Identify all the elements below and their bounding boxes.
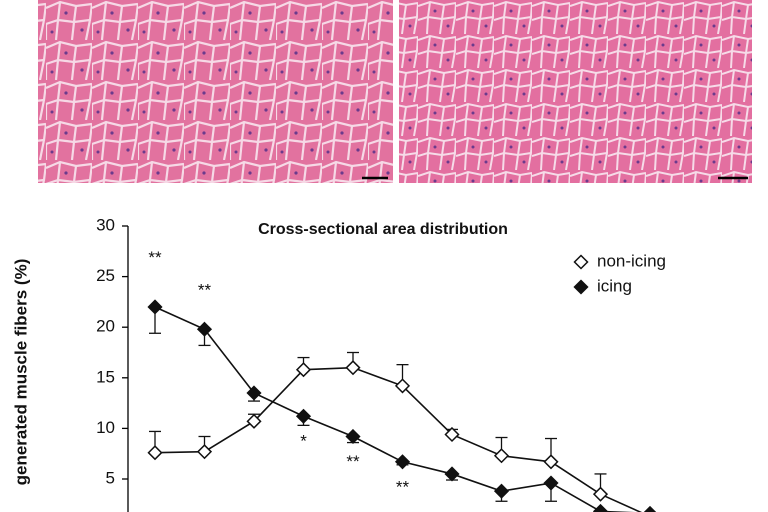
significance-label: ** <box>198 281 212 300</box>
significance-label: * <box>300 432 307 451</box>
data-point <box>246 413 262 429</box>
data-point <box>543 454 559 470</box>
legend-label: icing <box>597 276 632 295</box>
data-point <box>295 362 312 378</box>
data-point <box>246 385 262 401</box>
data-point <box>147 299 163 315</box>
data-point <box>394 454 411 470</box>
data-point <box>592 486 609 502</box>
data-point <box>543 475 559 491</box>
data-point <box>444 466 460 482</box>
data-point <box>345 428 361 445</box>
data-point <box>643 505 657 512</box>
data-point <box>196 321 213 337</box>
data-point <box>147 445 163 461</box>
legend-marker <box>573 254 589 270</box>
data-point <box>295 408 312 424</box>
data-point <box>394 378 411 394</box>
legend-label: non-icing <box>597 251 666 270</box>
y-tick-label: 20 <box>96 317 115 336</box>
y-axis-label: generated muscle fibers (%) <box>11 259 30 486</box>
data-point <box>444 426 460 443</box>
significance-label: ** <box>148 248 162 267</box>
data-point <box>196 444 213 460</box>
y-tick-label: 10 <box>96 418 115 437</box>
significance-label: ** <box>346 452 360 471</box>
y-tick-label: 30 <box>96 215 115 234</box>
data-point <box>345 360 361 376</box>
y-tick-label: 25 <box>96 266 115 285</box>
data-point <box>493 483 510 499</box>
histology-image-right <box>399 0 752 183</box>
histology-image-left <box>38 0 393 183</box>
y-tick-label: 5 <box>106 468 115 487</box>
legend-marker <box>573 279 589 295</box>
data-point <box>592 503 609 512</box>
y-tick-label: 15 <box>96 367 115 386</box>
significance-label: ** <box>396 477 410 496</box>
chart-title: Cross-sectional area distribution <box>258 221 508 238</box>
data-point <box>493 448 510 464</box>
